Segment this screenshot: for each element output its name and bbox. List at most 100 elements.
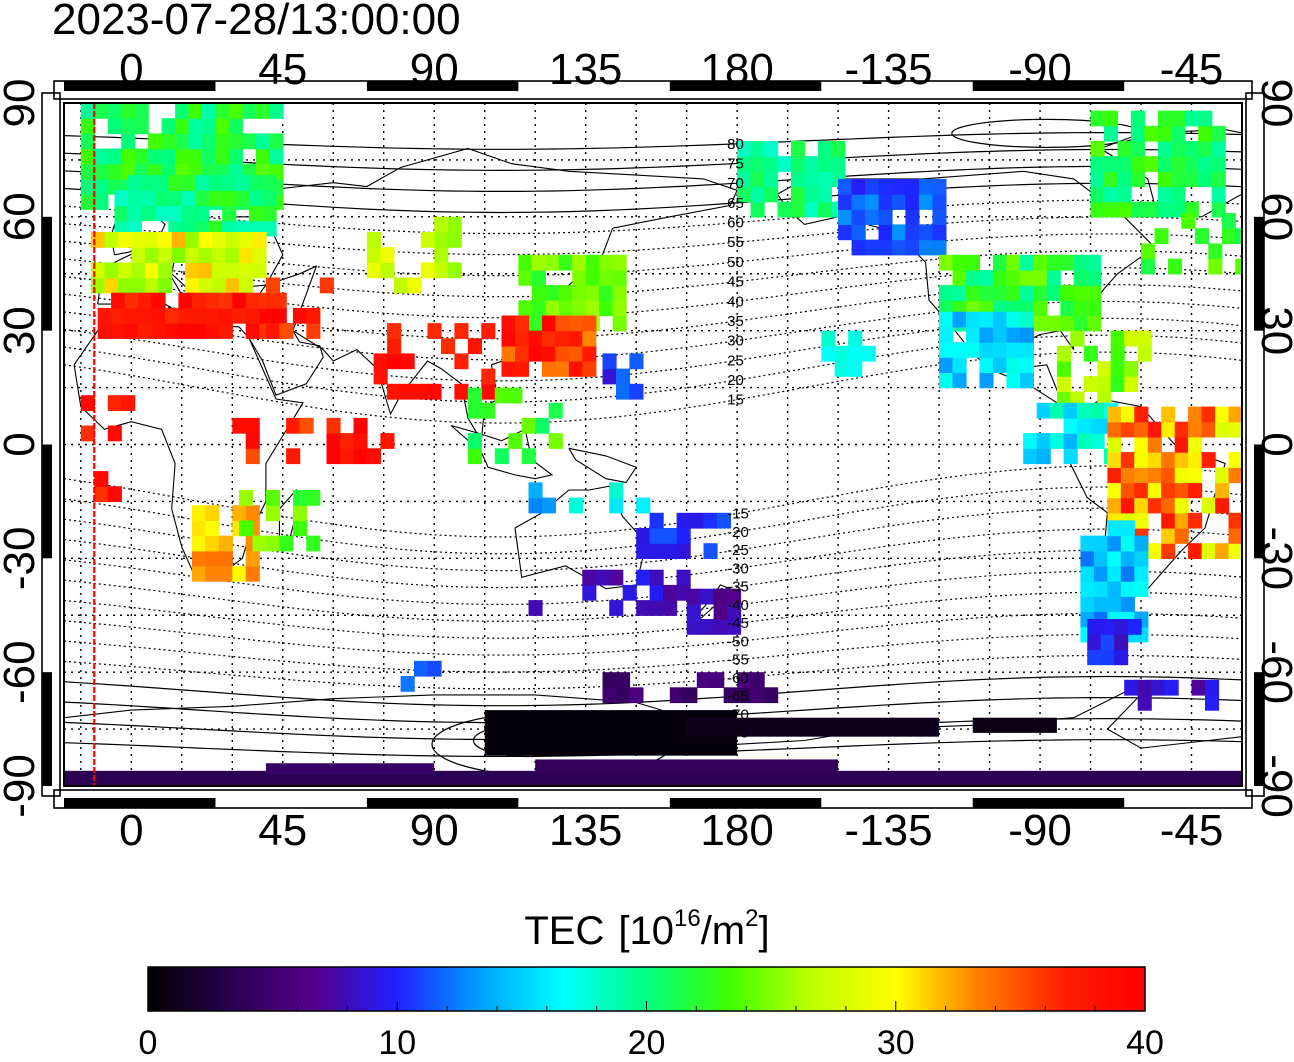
tec-cell: [939, 311, 954, 328]
tec-cell: [831, 156, 846, 172]
tec-cell: [1077, 433, 1092, 449]
tec-cell: [144, 277, 159, 294]
tec-cell: [582, 569, 597, 586]
tec-cell: [1157, 110, 1172, 127]
tec-cell: [764, 687, 779, 704]
tec-cell: [1161, 406, 1176, 423]
tec-cell: [1215, 543, 1230, 559]
tec-cell: [1019, 326, 1034, 343]
tec-cell: [1097, 376, 1112, 392]
tec-cell: [1114, 619, 1129, 635]
tec-cell: [454, 323, 469, 339]
tec-cell: [939, 285, 954, 301]
tec-cell: [555, 330, 570, 347]
tec-cell: [215, 148, 230, 165]
tec-cell: [249, 190, 264, 207]
tec-cell: [252, 535, 267, 552]
frame-segment: [366, 81, 519, 91]
tec-cell: [80, 163, 95, 180]
tec-cell: [966, 326, 981, 343]
tec-cell: [1198, 110, 1213, 127]
tec-cell: [1171, 110, 1186, 127]
tec-cell: [649, 512, 664, 529]
tec-cell: [154, 205, 169, 222]
colorbar-tick-label: 30: [877, 1024, 915, 1057]
right-latitude-label: 90: [1252, 79, 1294, 128]
tec-cell: [777, 201, 792, 218]
tec-cell: [609, 569, 624, 586]
tec-cell: [515, 361, 530, 377]
tec-cell: [1124, 679, 1139, 696]
tec-cell: [212, 232, 227, 248]
tec-cell: [750, 156, 765, 172]
tec-cell: [555, 361, 570, 377]
colorbar-tick-label: 20: [628, 1024, 666, 1057]
tec-cell: [629, 383, 644, 400]
tec-cell: [1033, 285, 1048, 301]
tec-cell: [400, 676, 415, 692]
tec-cell: [104, 277, 119, 294]
tec-cell: [255, 133, 270, 150]
coastline: [64, 686, 1242, 749]
tec-cell: [90, 277, 105, 294]
tec-band: [972, 717, 1057, 733]
magnetic-latitude-label: 80: [727, 136, 744, 153]
tec-cell: [572, 300, 587, 317]
tec-cell: [568, 315, 583, 332]
tec-cell: [878, 194, 893, 210]
tec-cell: [245, 307, 260, 324]
colorbar-tick-label: 0: [139, 1024, 158, 1057]
tec-cell: [992, 311, 1007, 328]
tec-cell: [992, 254, 1007, 271]
tec-cell: [804, 156, 819, 172]
tec-cell: [1130, 110, 1145, 127]
tec-cell: [508, 433, 523, 449]
tec-cell: [306, 307, 321, 324]
tec-cell: [1093, 565, 1108, 582]
tec-cell: [713, 603, 728, 620]
tec-cell: [838, 224, 853, 241]
tec-cell: [616, 383, 631, 400]
tec-cell: [1056, 345, 1071, 362]
tec-cell: [340, 433, 355, 449]
tec-cell: [218, 292, 233, 309]
tec-cell: [1117, 156, 1132, 172]
tec-cell: [1198, 125, 1213, 142]
tec-cell: [1046, 270, 1061, 286]
top-longitude-label: -135: [845, 45, 933, 94]
tec-cell: [80, 133, 95, 150]
tec-cell: [117, 277, 132, 294]
tec-cell: [568, 345, 583, 362]
tec-cell: [649, 528, 664, 544]
tec-cell: [191, 292, 206, 309]
frame-segment: [972, 81, 1125, 91]
tec-cell: [838, 194, 853, 210]
tec-cell: [992, 326, 1007, 343]
tec-cell: [239, 232, 254, 248]
tec-cell: [148, 148, 163, 165]
magnetic-latitude-label: -70: [727, 706, 749, 723]
tec-cell: [979, 270, 994, 286]
tec-cell: [1215, 467, 1230, 484]
tec-cell: [905, 224, 920, 241]
tec-cell: [521, 417, 536, 434]
tec-cell: [191, 307, 206, 324]
tec-cell: [239, 277, 254, 294]
tec-cell: [1191, 679, 1206, 696]
tec-cell: [215, 133, 230, 150]
frame-segment: [972, 798, 1125, 808]
tec-cell: [249, 205, 264, 222]
tec-cell: [134, 148, 149, 165]
tec-cell: [1174, 482, 1189, 499]
tec-cell: [750, 687, 765, 704]
tec-cell: [1087, 300, 1102, 317]
tec-cell: [582, 315, 597, 332]
tec-cell: [1134, 550, 1149, 567]
tec-cell: [1019, 311, 1034, 328]
tec-cell: [245, 417, 260, 434]
tec-cell: [1019, 285, 1034, 301]
tec-cell: [198, 262, 213, 279]
tec-cell: [1073, 300, 1088, 317]
tec-cell: [90, 262, 105, 279]
magnetic-latitude-line: [64, 675, 1242, 707]
